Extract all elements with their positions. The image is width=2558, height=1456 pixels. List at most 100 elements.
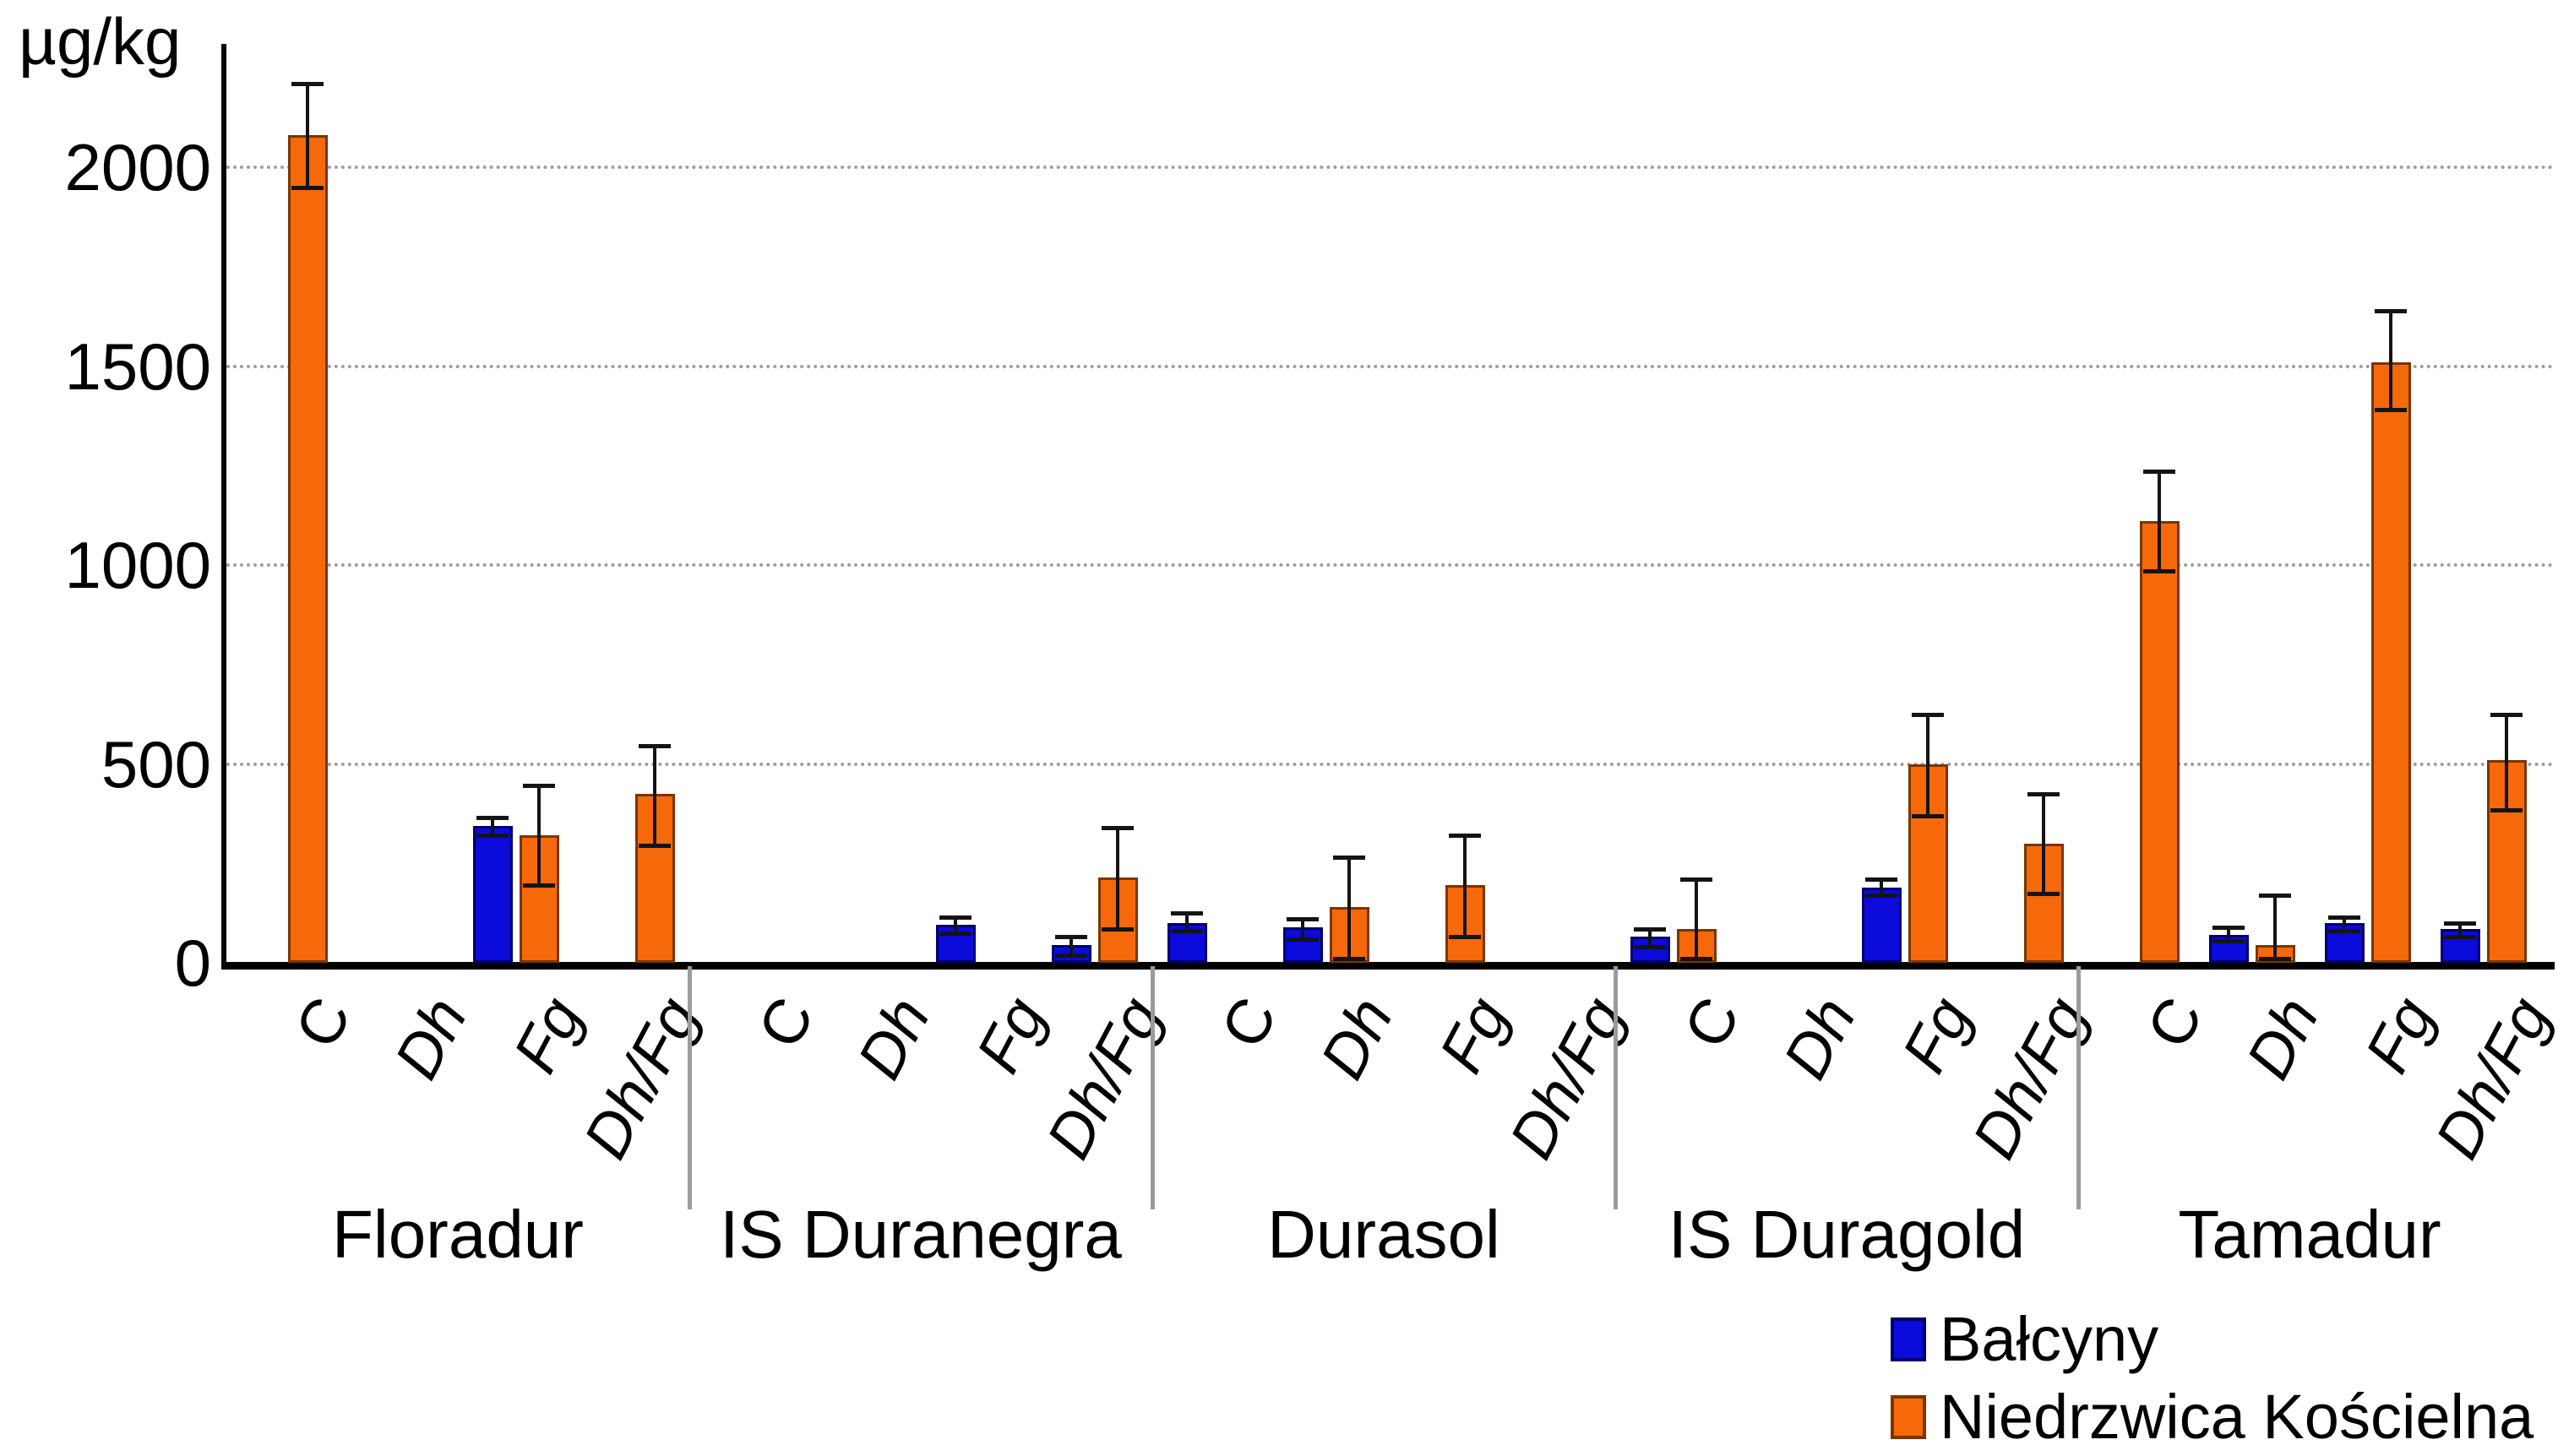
error-bar-cap-bottom — [1333, 957, 1365, 962]
error-bar-line — [2389, 310, 2392, 410]
error-bar-cap-top — [1171, 911, 1203, 916]
error-bar-cap-top — [2212, 925, 2245, 930]
error-bar-cap-bottom — [2375, 408, 2407, 413]
error-bar-cap-bottom — [2027, 891, 2060, 896]
error-bar-cap-bottom — [2212, 939, 2245, 944]
group-label: IS Duranegra — [720, 1197, 1122, 1272]
y-tick-label-1000: 1000 — [64, 528, 211, 602]
error-bar-cap-bottom — [2259, 957, 2291, 962]
error-bar-cap-bottom — [1055, 953, 1087, 958]
error-bar-cap-bottom — [1680, 957, 1712, 962]
x-tick-label: Dh — [843, 986, 944, 1090]
y-tick-label-1500: 1500 — [64, 329, 211, 404]
error-bar-line — [2343, 916, 2346, 932]
legend-item-balcyny: Bałcyny — [1891, 1301, 2534, 1378]
bar-balcyny — [472, 825, 513, 963]
error-bar-cap-top — [1865, 877, 1897, 883]
error-bar-cap-bottom — [939, 931, 971, 936]
group-separator — [2076, 966, 2081, 1209]
group-separator — [1614, 966, 1618, 1209]
x-tick-label: Fg — [499, 986, 596, 1084]
error-bar-line — [2158, 471, 2161, 572]
error-bar-cap-top — [2444, 921, 2476, 926]
error-bar-line — [1347, 857, 1351, 959]
x-tick-label: C — [1669, 986, 1754, 1059]
error-bar-cap-bottom — [2328, 929, 2360, 934]
error-bar-cap-bottom — [639, 844, 671, 849]
error-bar-cap-top — [1680, 877, 1712, 883]
gridline-2000 — [226, 166, 2555, 169]
bar-niedrzwica — [2370, 361, 2411, 963]
error-bar-cap-top — [291, 82, 324, 87]
error-bar-line — [1880, 879, 1883, 895]
error-bar-cap-bottom — [1634, 945, 1666, 950]
error-bar-cap-bottom — [2490, 807, 2523, 812]
error-bar-cap-top — [523, 784, 555, 789]
bar-niedrzwica — [2139, 521, 2180, 963]
legend-swatch-niedrzwica — [1891, 1395, 1926, 1439]
y-tick-label-0: 0 — [174, 926, 211, 1000]
error-bar-line — [537, 785, 541, 886]
error-bar-line — [2505, 714, 2508, 810]
error-bar-cap-top — [639, 744, 671, 749]
error-bar-cap-bottom — [523, 883, 555, 888]
legend-label-niedrzwica: Niedrzwica Kościelna — [1940, 1382, 2534, 1452]
gridline-1500 — [226, 364, 2555, 368]
error-bar-cap-top — [1634, 926, 1666, 932]
error-bar-cap-bottom — [291, 185, 324, 190]
error-bar-line — [954, 916, 957, 933]
x-tick-label: Fg — [1888, 986, 1985, 1084]
group-separator — [688, 966, 692, 1209]
x-tick-label: Fg — [1425, 986, 1522, 1084]
x-tick-label: Dh — [1769, 986, 1870, 1090]
y-axis-unit-label: µg/kg — [19, 4, 182, 79]
x-tick-label: Dh — [380, 986, 481, 1090]
error-bar-cap-bottom — [476, 834, 509, 839]
x-tick-label: Dh — [2232, 986, 2332, 1090]
error-bar-cap-bottom — [2444, 935, 2476, 940]
error-bar-line — [1185, 913, 1189, 932]
error-bar-cap-top — [1102, 825, 1134, 830]
gridline-500 — [226, 762, 2555, 766]
group-label: Tamadur — [2178, 1197, 2441, 1272]
error-bar-cap-top — [2259, 893, 2291, 898]
error-bar-cap-bottom — [1912, 813, 1944, 818]
error-bar-cap-top — [2328, 915, 2360, 920]
error-bar-line — [306, 84, 309, 187]
error-bar-cap-bottom — [2143, 569, 2175, 574]
legend-swatch-balcyny — [1891, 1317, 1926, 1361]
error-bar-cap-top — [939, 915, 971, 920]
error-bar-cap-top — [2490, 712, 2523, 717]
error-bar-line — [1301, 919, 1304, 939]
error-bar-line — [1926, 714, 1929, 816]
error-bar-line — [2042, 793, 2045, 894]
error-bar-cap-bottom — [1449, 935, 1481, 940]
error-bar-cap-bottom — [1102, 926, 1134, 932]
group-label: Durasol — [1267, 1197, 1500, 1272]
error-bar-line — [1648, 928, 1652, 948]
x-tick-label: Dh — [1306, 986, 1407, 1090]
bar-niedrzwica — [2486, 759, 2527, 963]
error-bar-cap-top — [1055, 935, 1087, 940]
x-tick-label: Fg — [2351, 986, 2448, 1084]
bar-niedrzwica — [519, 835, 559, 963]
error-bar-line — [491, 818, 494, 836]
error-bar-cap-top — [476, 816, 509, 821]
group-label: IS Duragold — [1668, 1197, 2026, 1272]
error-bar-line — [1069, 937, 1073, 955]
error-bar-cap-top — [1287, 917, 1319, 922]
bar-niedrzwica — [287, 135, 328, 963]
error-bar-cap-top — [2375, 308, 2407, 313]
error-bar-cap-bottom — [1171, 929, 1203, 934]
y-tick-label-2000: 2000 — [64, 130, 211, 204]
x-tick-label: Fg — [962, 986, 1059, 1084]
error-bar-line — [1463, 835, 1467, 937]
error-bar-line — [1116, 827, 1119, 929]
x-tick-label: C — [280, 986, 365, 1059]
x-tick-label: C — [2132, 986, 2217, 1059]
x-tick-label: C — [743, 986, 828, 1059]
error-bar-cap-top — [1449, 834, 1481, 839]
y-tick-label-500: 500 — [101, 726, 211, 801]
error-bar-line — [1695, 879, 1698, 959]
